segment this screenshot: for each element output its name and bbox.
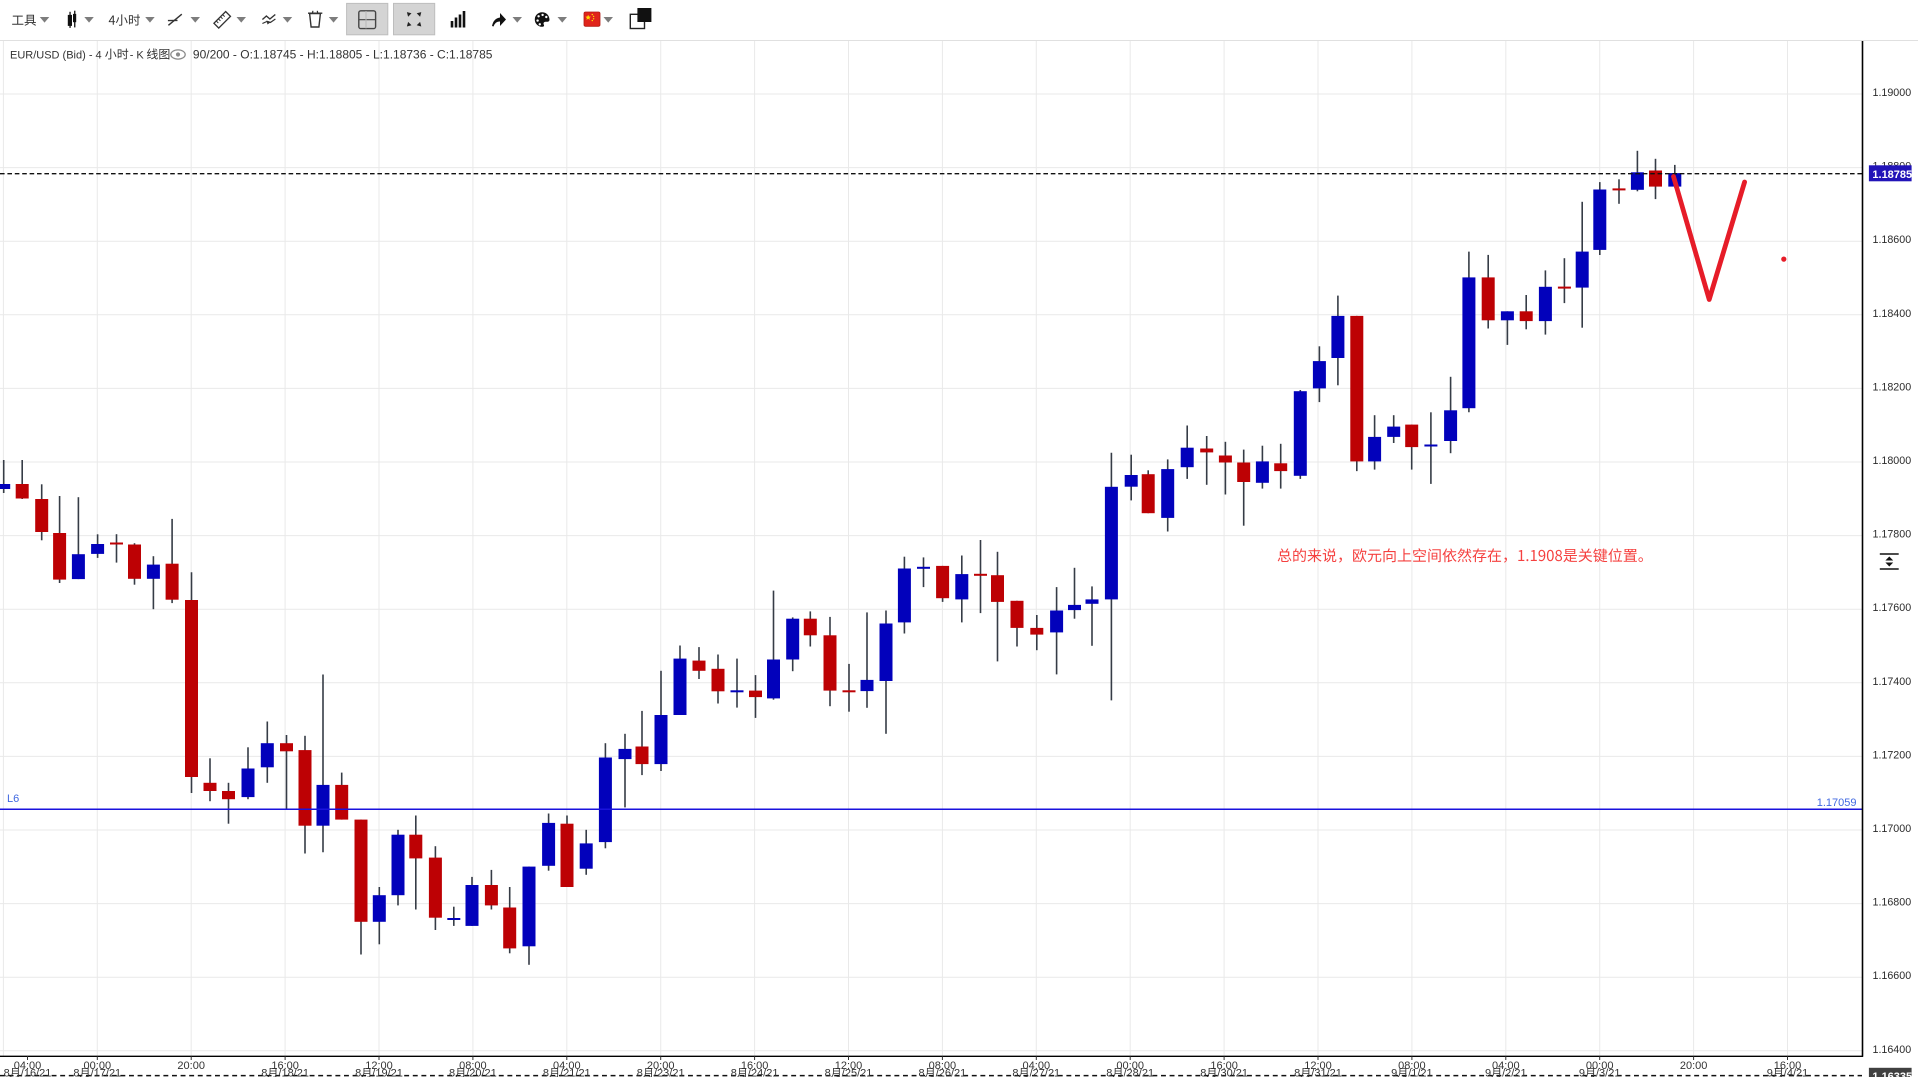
svg-text:/20/21: /20/21 xyxy=(466,1068,497,1077)
svg-text:8: 8 xyxy=(1106,1068,1112,1077)
svg-text:/3/21: /3/21 xyxy=(1596,1068,1620,1077)
svg-text:/31/21: /31/21 xyxy=(1311,1068,1342,1077)
svg-text:/1/21: /1/21 xyxy=(1408,1068,1432,1077)
svg-text:1.18785: 1.18785 xyxy=(1872,169,1912,181)
svg-text:8: 8 xyxy=(1294,1068,1300,1077)
svg-text:1.18200: 1.18200 xyxy=(1873,381,1912,393)
svg-text:1.16335: 1.16335 xyxy=(1872,1071,1912,1077)
svg-text:8: 8 xyxy=(261,1068,267,1077)
svg-text:20:00: 20:00 xyxy=(1680,1060,1708,1072)
svg-text:9: 9 xyxy=(1485,1068,1491,1077)
svg-text:20:00: 20:00 xyxy=(177,1060,205,1072)
svg-text:/19/21: /19/21 xyxy=(372,1068,403,1077)
svg-text:1.19000: 1.19000 xyxy=(1873,87,1912,99)
svg-text:/16/21: /16/21 xyxy=(21,1068,52,1077)
svg-text:/25/21: /25/21 xyxy=(842,1068,873,1077)
svg-text:1.17800: 1.17800 xyxy=(1873,529,1912,541)
svg-text:/2/21: /2/21 xyxy=(1502,1068,1526,1077)
svg-text:1.17200: 1.17200 xyxy=(1873,749,1912,761)
svg-text:1.18000: 1.18000 xyxy=(1873,455,1912,467)
svg-text:/26/21: /26/21 xyxy=(936,1068,967,1077)
svg-text:1.16800: 1.16800 xyxy=(1873,897,1912,909)
svg-text:1.16400: 1.16400 xyxy=(1873,1044,1912,1056)
svg-text:/4/21: /4/21 xyxy=(1784,1068,1808,1077)
svg-text:/24/21: /24/21 xyxy=(748,1068,779,1077)
svg-text:1.17059: 1.17059 xyxy=(1817,797,1857,809)
svg-text:8: 8 xyxy=(1200,1068,1206,1077)
svg-text:8: 8 xyxy=(355,1068,361,1077)
svg-text:8: 8 xyxy=(543,1068,549,1077)
svg-text:8: 8 xyxy=(449,1068,455,1077)
svg-text:90/200 - O:1.18745 - H:1.18805: 90/200 - O:1.18745 - H:1.18805 - L:1.187… xyxy=(193,48,493,62)
svg-text:/30/21: /30/21 xyxy=(1217,1068,1248,1077)
svg-text:1.18600: 1.18600 xyxy=(1873,234,1912,246)
svg-text:9: 9 xyxy=(1579,1068,1585,1077)
svg-text:/23/21: /23/21 xyxy=(654,1068,685,1077)
svg-text:1.17400: 1.17400 xyxy=(1873,676,1912,688)
svg-text:1.17600: 1.17600 xyxy=(1873,602,1912,614)
svg-text:1.18400: 1.18400 xyxy=(1873,308,1912,320)
svg-text:/27/21: /27/21 xyxy=(1030,1068,1061,1077)
svg-text:EUR/USD (Bid) - 4: EUR/USD (Bid) - 4 xyxy=(10,50,102,62)
svg-text:1.16600: 1.16600 xyxy=(1873,970,1912,982)
svg-text:9: 9 xyxy=(1767,1068,1773,1077)
svg-text:8: 8 xyxy=(919,1068,925,1077)
svg-text:/18/21: /18/21 xyxy=(278,1068,309,1077)
svg-text:8: 8 xyxy=(73,1068,79,1077)
svg-text:8: 8 xyxy=(1012,1068,1018,1077)
svg-text:/17/21: /17/21 xyxy=(91,1068,122,1077)
svg-text:8: 8 xyxy=(637,1068,643,1077)
svg-text:8: 8 xyxy=(4,1068,10,1077)
svg-text:- K: - K xyxy=(130,50,145,62)
svg-text:L6: L6 xyxy=(7,793,19,805)
svg-text:1.17000: 1.17000 xyxy=(1873,823,1912,835)
svg-text:/21/21: /21/21 xyxy=(560,1068,591,1077)
svg-text:/28/21: /28/21 xyxy=(1124,1068,1155,1077)
svg-text:8: 8 xyxy=(825,1068,831,1077)
svg-text:9: 9 xyxy=(1391,1068,1397,1077)
svg-text:8: 8 xyxy=(731,1068,737,1077)
